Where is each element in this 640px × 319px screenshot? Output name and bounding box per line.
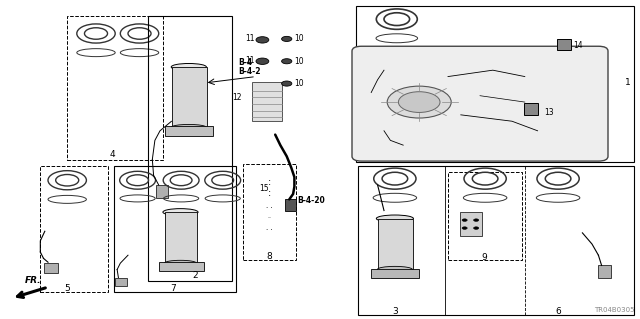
- Bar: [115, 278, 127, 286]
- Text: ..: ..: [268, 214, 271, 219]
- Text: :: :: [268, 188, 271, 198]
- Bar: [557, 39, 571, 50]
- Text: B-4-20: B-4-20: [298, 197, 325, 205]
- Bar: [159, 262, 204, 271]
- Text: 11: 11: [245, 34, 255, 43]
- Bar: [148, 16, 232, 281]
- Text: 13: 13: [544, 108, 554, 117]
- Ellipse shape: [398, 92, 440, 113]
- Bar: [67, 16, 163, 160]
- Text: 3: 3: [392, 307, 397, 316]
- Text: 5: 5: [65, 284, 70, 293]
- Bar: [285, 199, 296, 211]
- Ellipse shape: [387, 86, 451, 118]
- Bar: [524, 103, 538, 115]
- Ellipse shape: [376, 215, 413, 222]
- Ellipse shape: [163, 209, 198, 216]
- Text: 9: 9: [482, 253, 487, 262]
- Text: . .: . .: [266, 225, 273, 231]
- Circle shape: [462, 219, 467, 221]
- Bar: [172, 67, 207, 128]
- Text: 8: 8: [267, 252, 272, 261]
- Bar: [448, 172, 522, 260]
- Text: 4: 4: [109, 150, 115, 159]
- Circle shape: [282, 36, 292, 41]
- Text: FR.: FR.: [25, 276, 42, 285]
- Text: 11: 11: [245, 56, 255, 65]
- Bar: [114, 166, 236, 292]
- Bar: [378, 219, 413, 270]
- Bar: [40, 166, 108, 292]
- Circle shape: [474, 227, 479, 229]
- Circle shape: [256, 58, 269, 64]
- Text: 1: 1: [625, 78, 630, 87]
- Circle shape: [256, 37, 269, 43]
- Text: 10: 10: [294, 34, 304, 43]
- Ellipse shape: [172, 63, 206, 70]
- Text: :: :: [268, 177, 271, 187]
- Text: . .: . .: [266, 203, 273, 209]
- Text: 14: 14: [573, 41, 582, 50]
- Bar: [243, 164, 296, 260]
- FancyBboxPatch shape: [352, 46, 608, 161]
- Text: 10: 10: [294, 79, 304, 88]
- Circle shape: [462, 227, 467, 229]
- Bar: [252, 82, 282, 121]
- Text: 12: 12: [232, 93, 242, 102]
- Bar: [460, 212, 482, 236]
- Text: 6: 6: [556, 307, 561, 316]
- Bar: [358, 166, 634, 315]
- Ellipse shape: [378, 266, 413, 273]
- Ellipse shape: [171, 124, 207, 131]
- Circle shape: [282, 81, 292, 86]
- Bar: [156, 185, 168, 198]
- Text: 15: 15: [259, 184, 269, 193]
- Text: B-4: B-4: [239, 58, 253, 67]
- Bar: [356, 6, 634, 162]
- Text: 2: 2: [193, 271, 198, 280]
- Text: 10: 10: [294, 57, 304, 66]
- Circle shape: [474, 219, 479, 221]
- Text: TR04B0305: TR04B0305: [595, 307, 635, 313]
- Bar: [371, 269, 419, 278]
- Ellipse shape: [164, 260, 196, 266]
- Bar: [165, 126, 213, 136]
- Bar: [598, 265, 611, 278]
- Bar: [44, 263, 58, 273]
- Text: B-4-2: B-4-2: [239, 67, 261, 76]
- Bar: [165, 212, 197, 263]
- Text: 7: 7: [170, 284, 175, 293]
- Circle shape: [282, 59, 292, 64]
